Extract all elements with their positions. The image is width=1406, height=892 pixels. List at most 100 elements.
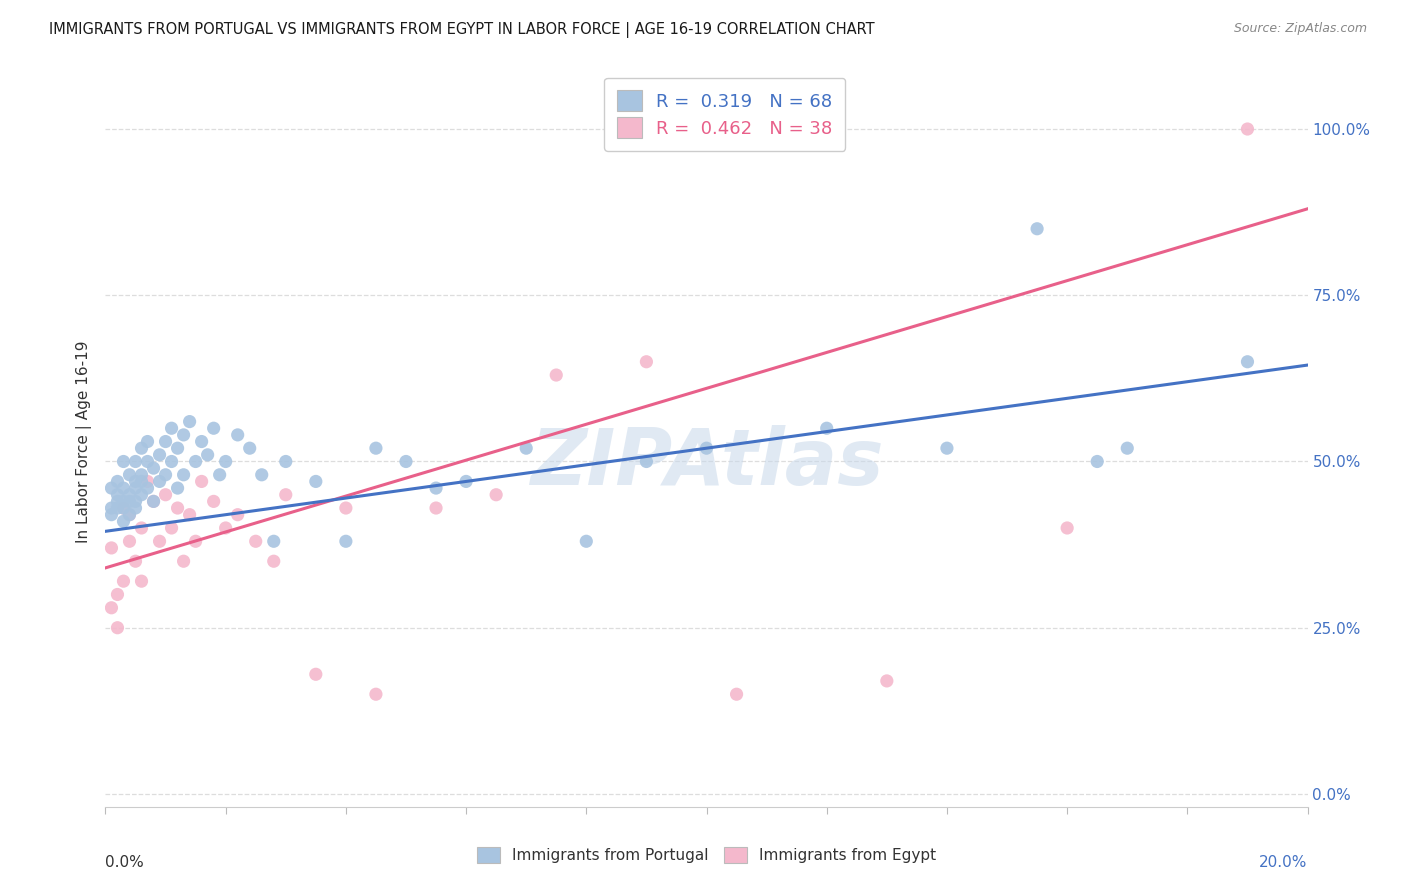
Point	[107, 587, 129, 601]
Point	[197, 448, 219, 462]
Point	[107, 621, 129, 635]
Point	[425, 481, 447, 495]
Point	[395, 454, 418, 468]
Point	[425, 501, 447, 516]
Point	[173, 467, 195, 482]
Point	[274, 488, 297, 502]
Point	[131, 488, 153, 502]
Point	[112, 481, 135, 495]
Point	[118, 467, 141, 482]
Text: Source: ZipAtlas.com: Source: ZipAtlas.com	[1233, 22, 1367, 36]
Point	[876, 673, 898, 688]
Point	[190, 434, 212, 449]
Point	[1085, 454, 1108, 468]
Point	[100, 501, 122, 516]
Point	[274, 454, 297, 468]
Point	[160, 421, 183, 435]
Point	[118, 494, 141, 508]
Point	[118, 508, 141, 522]
Point	[166, 501, 188, 516]
Point	[112, 514, 135, 528]
Point	[131, 574, 153, 589]
Point	[100, 508, 122, 522]
Text: IMMIGRANTS FROM PORTUGAL VS IMMIGRANTS FROM EGYPT IN LABOR FORCE | AGE 16-19 COR: IMMIGRANTS FROM PORTUGAL VS IMMIGRANTS F…	[49, 22, 875, 38]
Point	[1056, 521, 1078, 535]
Point	[131, 521, 153, 535]
Point	[142, 494, 165, 508]
Y-axis label: In Labor Force | Age 16-19: In Labor Force | Age 16-19	[76, 340, 91, 543]
Point	[166, 441, 188, 455]
Point	[202, 421, 225, 435]
Point	[160, 521, 183, 535]
Point	[239, 441, 262, 455]
Point	[155, 488, 177, 502]
Point	[515, 441, 537, 455]
Point	[250, 467, 273, 482]
Point	[107, 501, 129, 516]
Point	[148, 475, 170, 489]
Legend: Immigrants from Portugal, Immigrants from Egypt: Immigrants from Portugal, Immigrants fro…	[471, 841, 942, 869]
Point	[226, 428, 249, 442]
Point	[155, 434, 177, 449]
Point	[305, 475, 328, 489]
Point	[173, 554, 195, 568]
Point	[335, 534, 357, 549]
Point	[546, 368, 568, 382]
Point	[636, 454, 658, 468]
Text: ZIPAtlas: ZIPAtlas	[530, 425, 883, 501]
Point	[1236, 355, 1258, 369]
Point	[100, 600, 122, 615]
Point	[118, 534, 141, 549]
Point	[364, 441, 387, 455]
Point	[142, 494, 165, 508]
Point	[202, 494, 225, 508]
Point	[131, 475, 153, 489]
Point	[364, 687, 387, 701]
Point	[173, 428, 195, 442]
Point	[263, 534, 285, 549]
Point	[112, 501, 135, 516]
Point	[124, 481, 146, 495]
Point	[100, 481, 122, 495]
Point	[454, 475, 477, 489]
Point	[112, 574, 135, 589]
Point	[305, 667, 328, 681]
Point	[335, 501, 357, 516]
Point	[214, 521, 236, 535]
Point	[936, 441, 959, 455]
Point	[575, 534, 598, 549]
Point	[636, 355, 658, 369]
Point	[815, 421, 838, 435]
Point	[1116, 441, 1139, 455]
Point	[118, 488, 141, 502]
Point	[190, 475, 212, 489]
Point	[166, 481, 188, 495]
Point	[136, 434, 159, 449]
Point	[160, 454, 183, 468]
Point	[124, 501, 146, 516]
Point	[184, 534, 207, 549]
Point	[131, 467, 153, 482]
Point	[245, 534, 267, 549]
Point	[142, 461, 165, 475]
Point	[136, 481, 159, 495]
Point	[131, 441, 153, 455]
Point	[107, 494, 129, 508]
Point	[725, 687, 748, 701]
Point	[124, 454, 146, 468]
Point	[136, 454, 159, 468]
Point	[107, 488, 129, 502]
Text: 0.0%: 0.0%	[105, 855, 145, 870]
Point	[112, 494, 135, 508]
Point	[148, 534, 170, 549]
Point	[118, 508, 141, 522]
Point	[124, 475, 146, 489]
Point	[124, 554, 146, 568]
Point	[208, 467, 231, 482]
Point	[263, 554, 285, 568]
Point	[155, 467, 177, 482]
Point	[112, 501, 135, 516]
Point	[1026, 221, 1049, 235]
Point	[179, 415, 201, 429]
Point	[136, 475, 159, 489]
